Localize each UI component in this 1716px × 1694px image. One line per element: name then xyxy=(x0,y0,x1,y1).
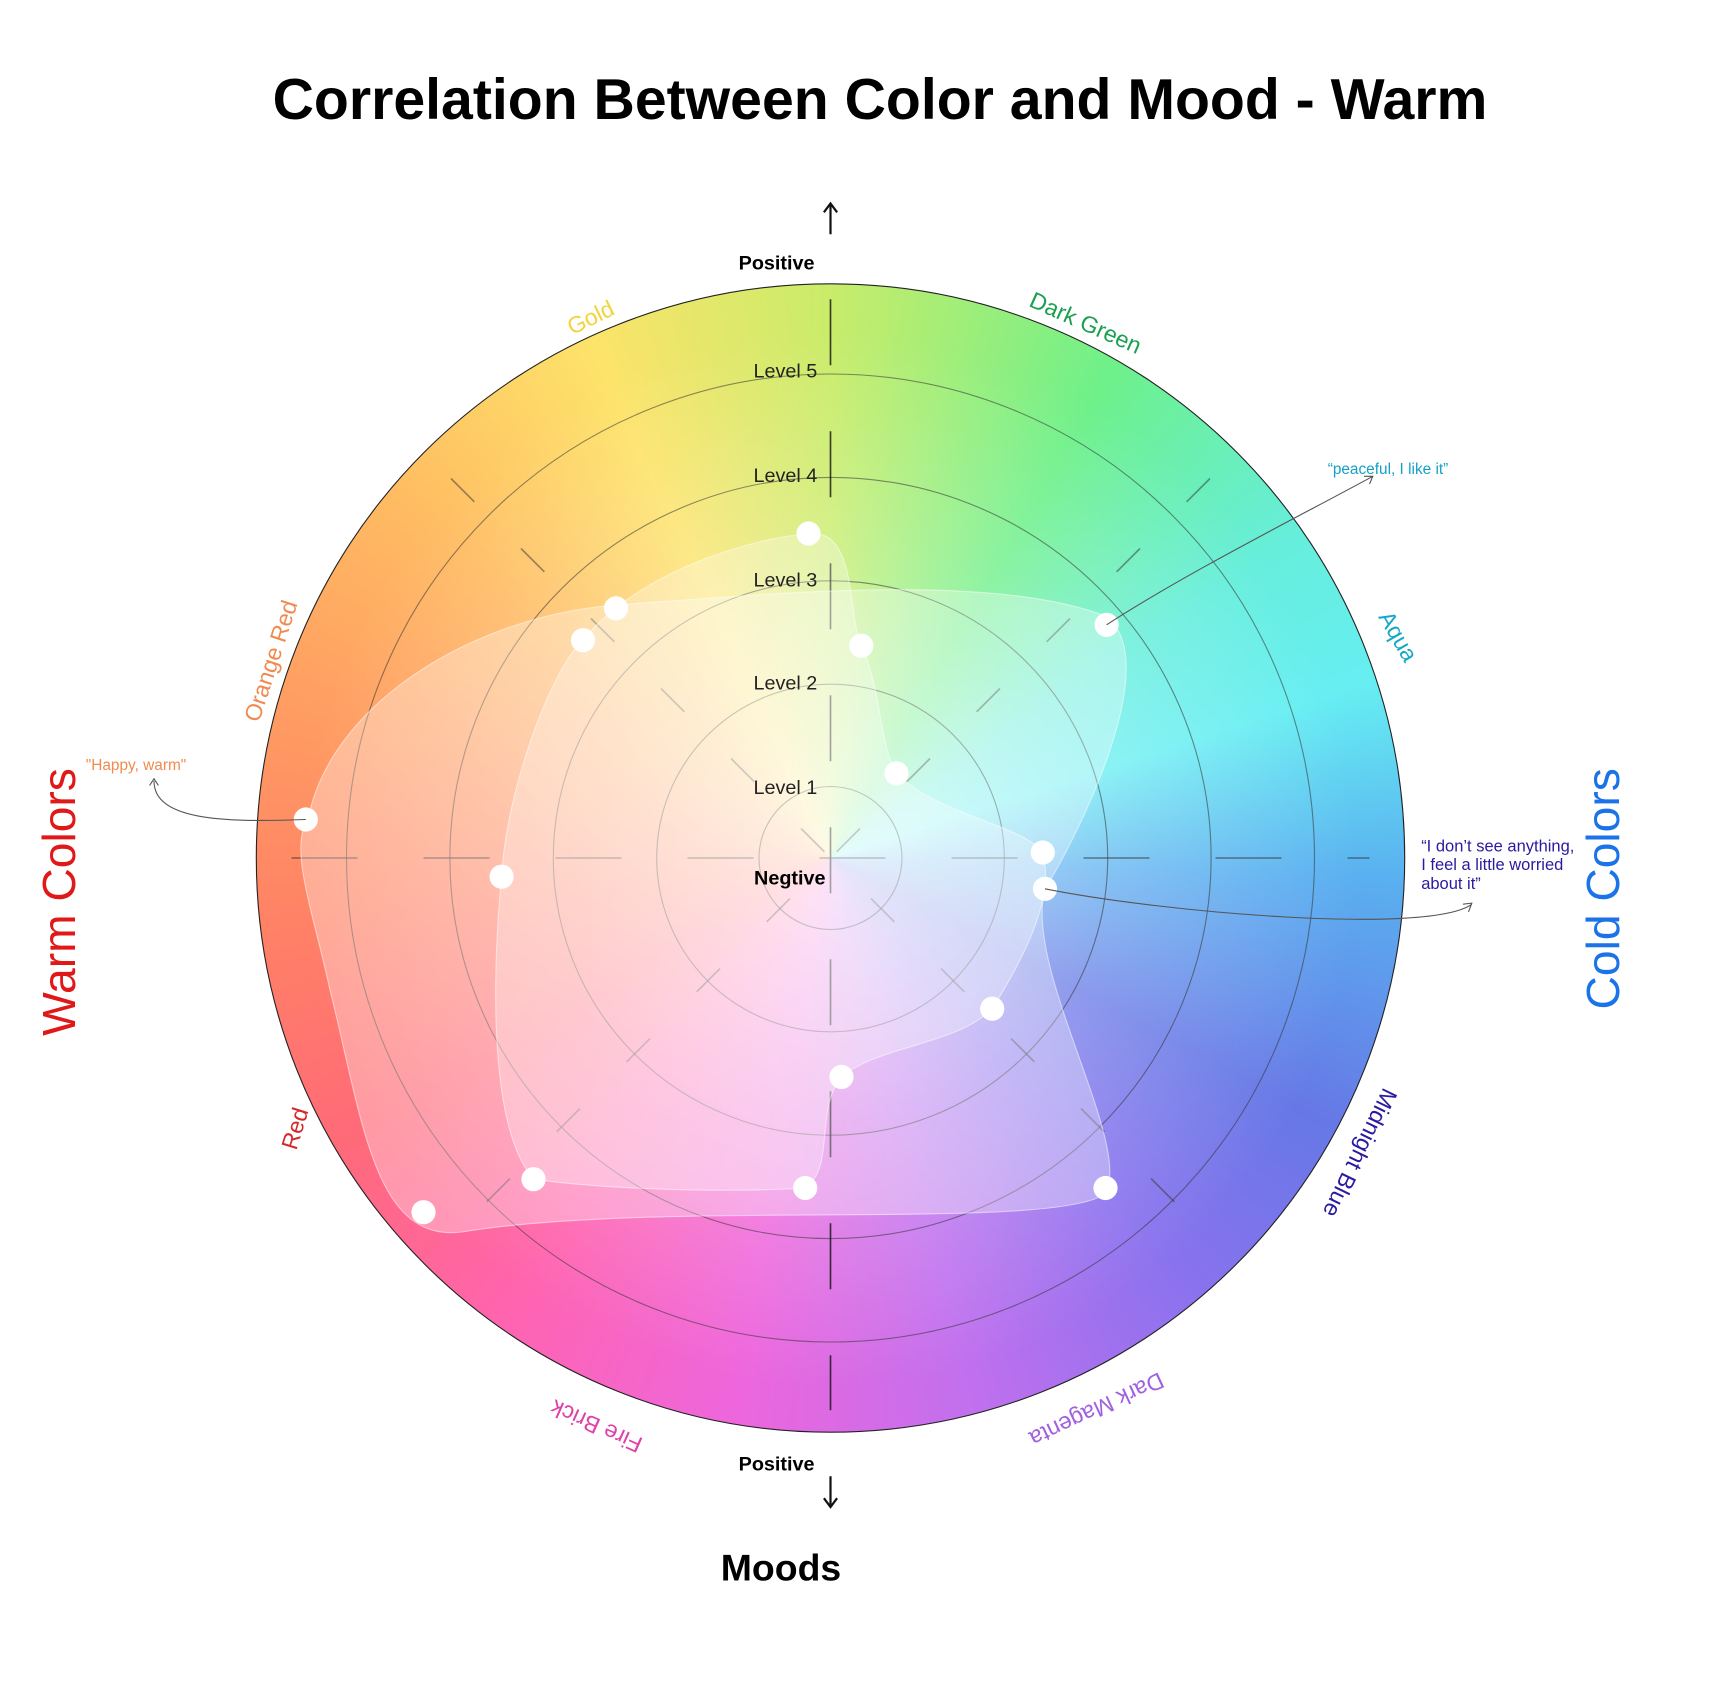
annotation-line: “I don’t see anything, xyxy=(1421,837,1574,855)
axis-center: Negtive xyxy=(754,867,826,889)
color-label: Red xyxy=(276,1104,313,1152)
level-labels: Level 1 Level 2 Level 3 Level 4 Level 5 xyxy=(753,360,817,799)
color-label: Orange Red xyxy=(239,597,303,725)
color-label: Midnight Blue xyxy=(1318,1084,1403,1221)
points xyxy=(293,521,1119,1225)
shape-a xyxy=(300,589,1127,1234)
level-label: Level 4 xyxy=(753,465,817,487)
outer-ring xyxy=(255,283,1406,1433)
side-label-cold: Cold Colors xyxy=(1577,768,1629,1009)
level-label: Level 3 xyxy=(753,569,817,591)
level-label: Level 2 xyxy=(753,673,817,695)
side-label-warm: Warm Colors xyxy=(33,768,85,1036)
level-label: Level 5 xyxy=(753,360,817,382)
color-label: Dark Magenta xyxy=(1025,1367,1168,1452)
color-label: Gold xyxy=(563,295,618,340)
color-label: Aqua xyxy=(1374,606,1424,666)
color-label: Fire Brick xyxy=(546,1394,646,1458)
connectors xyxy=(149,475,1473,920)
title: Correlation Between Color and Mood - War… xyxy=(273,68,1488,132)
annotation-line: I feel a little worried xyxy=(1421,856,1563,874)
level-label: Level 1 xyxy=(753,777,817,799)
annotation-line: about it” xyxy=(1421,875,1481,893)
spokes xyxy=(291,299,1370,1411)
color-label: Dark Green xyxy=(1026,287,1146,359)
annotation: "Happy, warm" xyxy=(86,757,186,774)
axis-bottom: Positive xyxy=(739,1454,815,1476)
axis-top: Positive xyxy=(739,252,815,274)
annotation: “I don’t see anything, I feel a little w… xyxy=(1421,837,1579,892)
annotation: “peaceful, I like it” xyxy=(1328,461,1449,478)
arrows xyxy=(823,201,838,1509)
footer: Moods xyxy=(721,1547,841,1589)
